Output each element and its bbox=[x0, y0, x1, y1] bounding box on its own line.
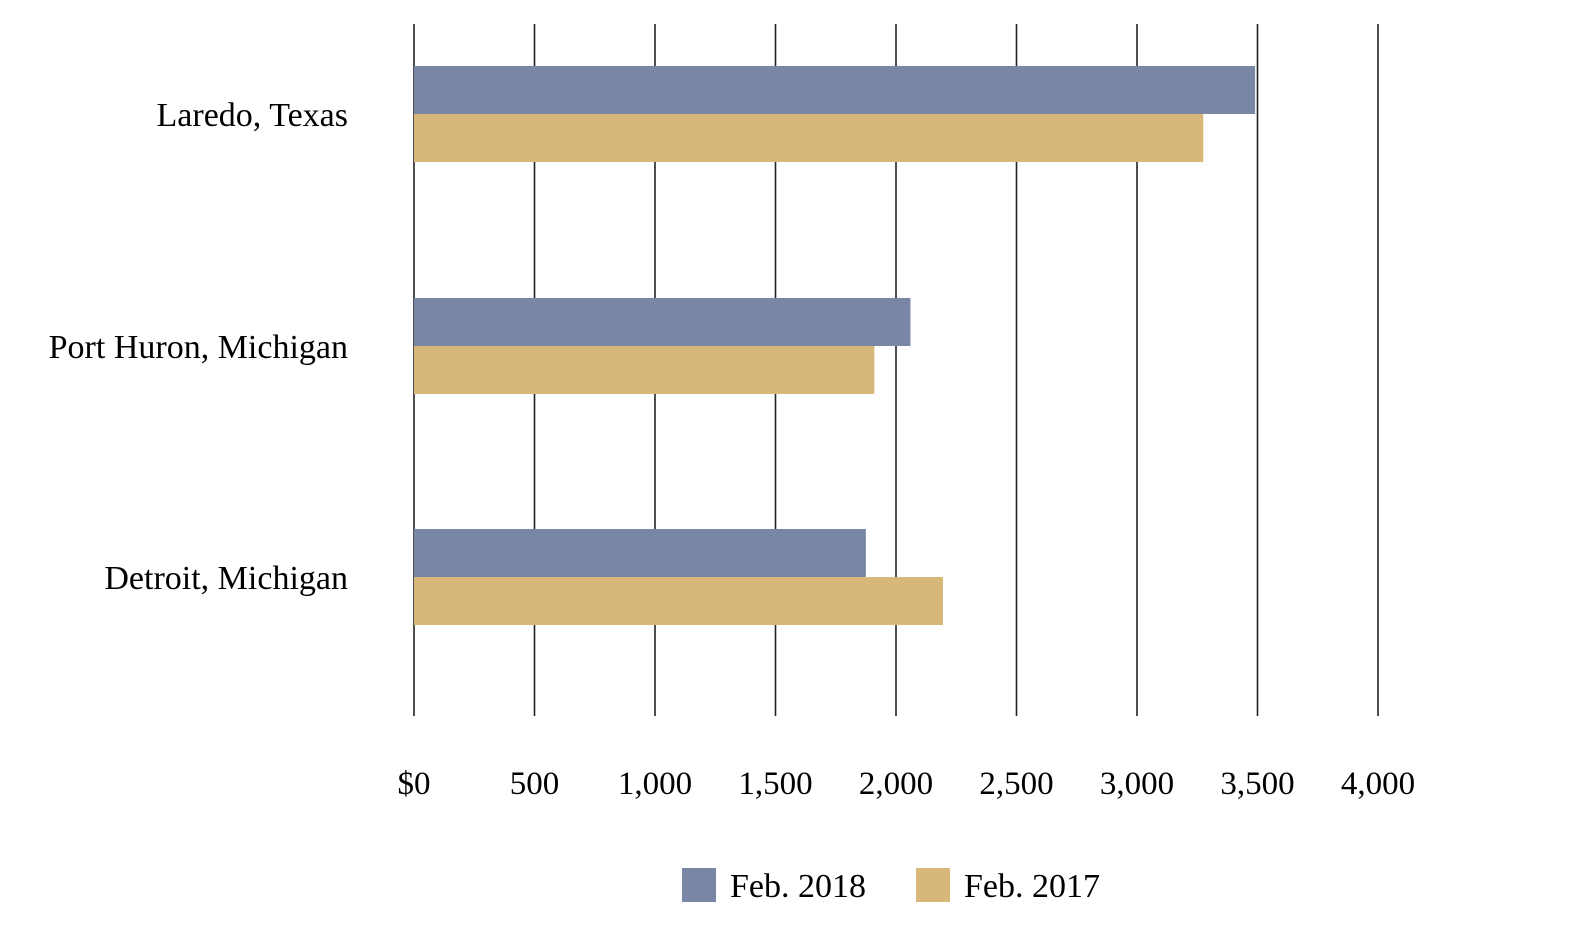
bar-feb-2018-0 bbox=[414, 66, 1256, 114]
bar-feb-2018-1 bbox=[414, 298, 911, 346]
category-label-0: Laredo, Texas bbox=[157, 97, 348, 134]
legend-swatch-1 bbox=[916, 868, 950, 902]
x-tick-label-4: 2,000 bbox=[859, 766, 933, 802]
bars bbox=[414, 66, 1256, 625]
legend: Feb. 2018 Feb. 2017 bbox=[682, 868, 1100, 905]
bar-feb-2017-2 bbox=[414, 577, 943, 625]
legend-label-1: Feb. 2017 bbox=[964, 868, 1100, 905]
legend-swatch-0 bbox=[682, 868, 716, 902]
bar-feb-2017-0 bbox=[414, 114, 1204, 162]
x-tick-label-7: 3,500 bbox=[1220, 766, 1294, 802]
category-label-2: Detroit, Michigan bbox=[104, 560, 348, 597]
legend-label-0: Feb. 2018 bbox=[730, 868, 866, 905]
category-labels: Laredo, Texas Port Huron, Michigan Detroit… bbox=[49, 97, 348, 597]
x-tick-label-2: 1,000 bbox=[618, 766, 692, 802]
bar-feb-2018-2 bbox=[414, 529, 866, 577]
x-tick-label-3: 1,500 bbox=[738, 766, 812, 802]
category-label-1: Port Huron, Michigan bbox=[49, 329, 348, 366]
x-tick-label-6: 3,000 bbox=[1100, 766, 1174, 802]
x-tick-label-0: $0 bbox=[398, 766, 431, 802]
x-tick-label-5: 2,500 bbox=[979, 766, 1053, 802]
x-axis-tick-labels: $0 500 1,000 1,500 2,000 2,500 3,000 3,500 4,000 bbox=[398, 766, 1416, 802]
x-tick-label-8: 4,000 bbox=[1341, 766, 1415, 802]
x-tick-label-1: 500 bbox=[510, 766, 560, 802]
bar-feb-2017-1 bbox=[414, 346, 875, 394]
